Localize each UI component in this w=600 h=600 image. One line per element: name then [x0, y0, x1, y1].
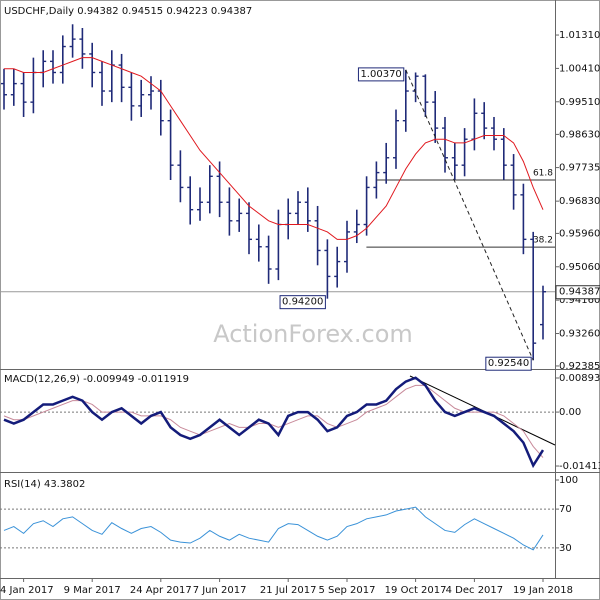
panel-title: MACD(12,26,9) -0.009949 -0.011919 — [4, 374, 189, 385]
last-price-box — [555, 285, 600, 300]
y-tick-label: 100 — [559, 475, 578, 486]
y-tick-label: 70 — [559, 504, 572, 515]
panel-title: RSI(14) 43.3802 — [4, 479, 85, 490]
x-tick-label: 24 Jan 2017 — [0, 585, 54, 596]
y-tick-label: 0.94160 — [559, 295, 600, 306]
x-tick-label: 19 Oct 2017 — [385, 585, 447, 596]
y-tick-label: 1.01310 — [559, 30, 600, 41]
x-tick-label: 9 Mar 2017 — [64, 585, 121, 596]
chart-title: USDCHF,Daily 0.94382 0.94515 0.94223 0.9… — [4, 6, 252, 17]
y-tick-label: 0.93260 — [559, 329, 600, 340]
fib-label: 38.2 — [533, 236, 553, 246]
annotation-box — [279, 295, 326, 310]
x-tick-label: 21 Jul 2017 — [260, 585, 317, 596]
last-price-label: 0.94387 — [559, 287, 600, 298]
x-tick-label: 7 Jun 2017 — [193, 585, 247, 596]
x-tick-label: 19 Jan 2018 — [513, 585, 573, 596]
x-tick-label: 5 Sep 2017 — [318, 585, 375, 596]
annotation-label: 1.00370 — [360, 69, 401, 80]
y-tick-label: 30 — [559, 543, 572, 554]
annotation-box — [485, 356, 532, 371]
watermark: ActionForex.com — [213, 320, 413, 348]
y-tick-label: 0.98630 — [559, 129, 600, 140]
series-line — [4, 57, 544, 240]
x-tick-label: 4 Dec 2017 — [446, 585, 504, 596]
y-tick-label: 1.00410 — [559, 63, 600, 74]
y-tick-label: 0.97735 — [559, 163, 600, 174]
series-line — [3, 376, 545, 469]
y-tick-label: 0.95060 — [559, 262, 600, 273]
fib-label: 61.8 — [533, 169, 553, 179]
y-tick-label: 0.95960 — [559, 228, 600, 239]
y-tick-label: -0.014136 — [559, 461, 600, 472]
annotation-label: 0.92540 — [488, 358, 529, 369]
trend-line — [405, 69, 534, 361]
y-tick-label: 0.92385 — [559, 361, 600, 372]
annotation-label: 0.94200 — [282, 297, 323, 308]
y-tick-label: 0.00 — [559, 407, 581, 418]
y-tick-label: 0.99510 — [559, 97, 600, 108]
x-tick-label: 24 Apr 2017 — [130, 585, 192, 596]
annotation-box — [357, 67, 405, 82]
series-line — [3, 506, 544, 551]
series-line — [3, 384, 544, 458]
y-tick-label: 0.008934 — [559, 373, 600, 384]
y-tick-label: 0.96830 — [559, 196, 600, 207]
